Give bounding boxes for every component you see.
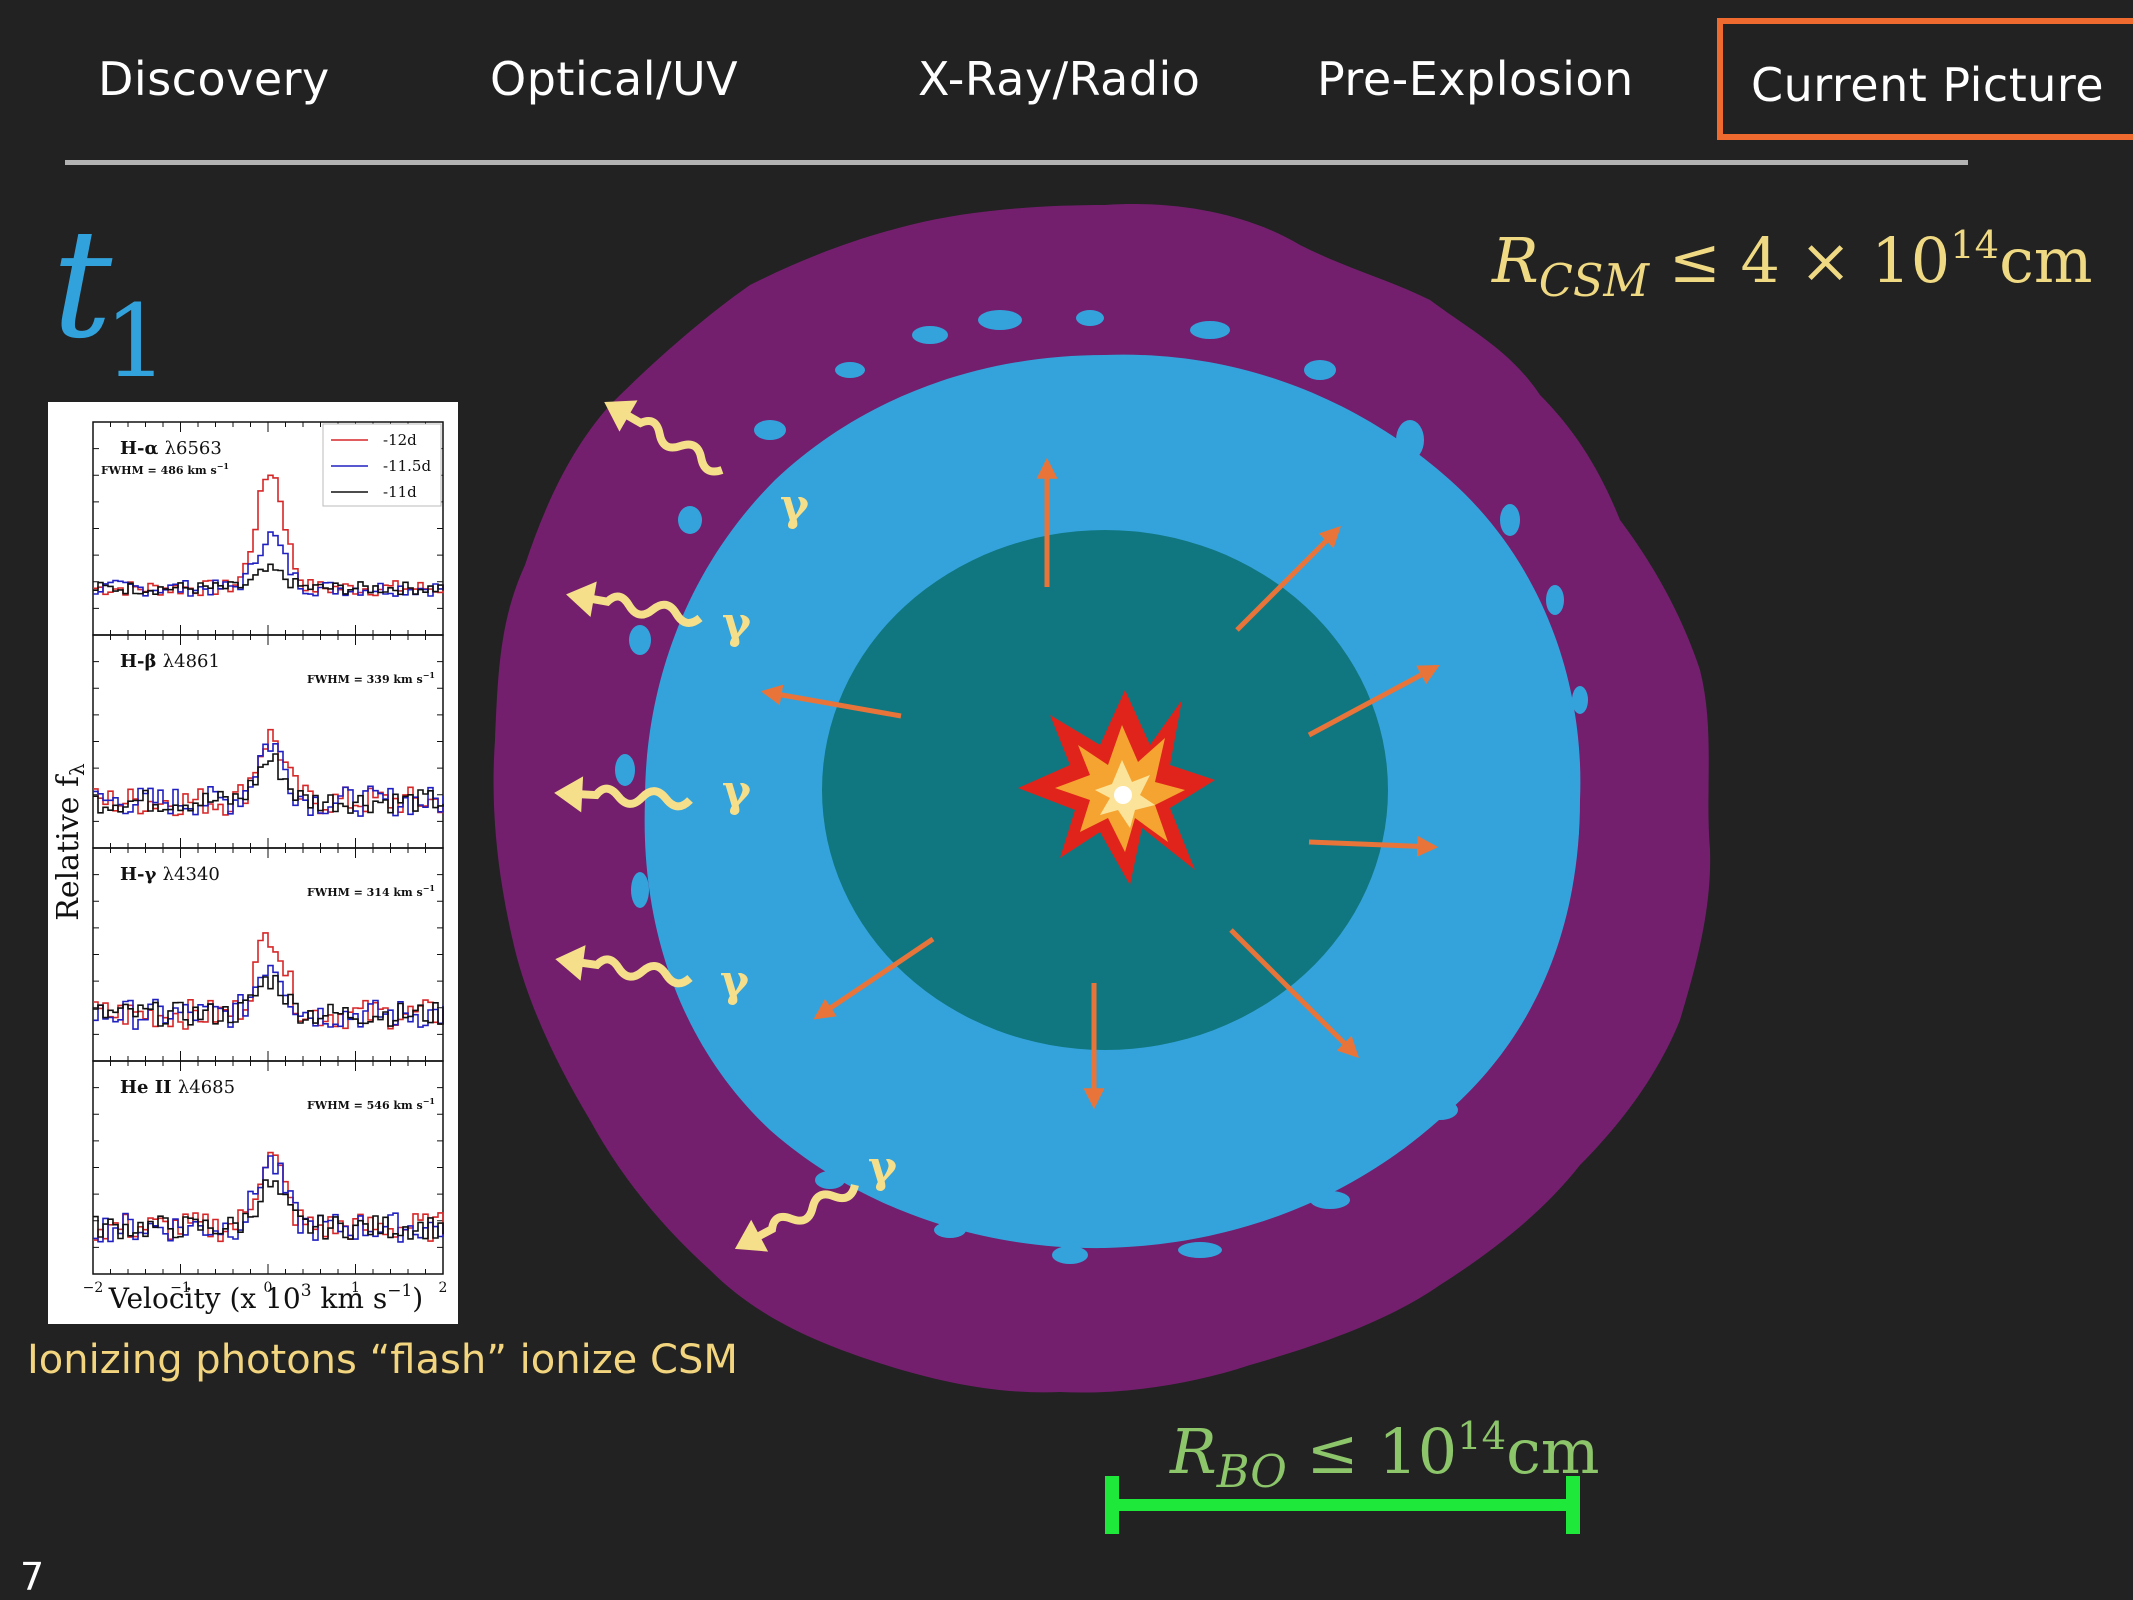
csm-radius-symbol: R <box>1492 224 1539 297</box>
expansion-arrow <box>1308 835 1439 857</box>
spectra-legend: -12d -11.5d -11d <box>322 423 442 507</box>
spectrum-trace <box>93 563 444 596</box>
spectrum-trace <box>93 974 444 1027</box>
line-label: H-γ λ4340 <box>120 864 220 885</box>
gamma-label: γ <box>868 1142 898 1193</box>
csm-radius-relation: ≤ 4 × 10 <box>1649 224 1951 297</box>
photon-arrow <box>604 400 724 476</box>
photon-arrow <box>566 581 703 627</box>
photon-arrow <box>734 1183 859 1252</box>
page-number: 7 <box>20 1555 45 1599</box>
fwhm-label: FWHM = 314 km s−1 <box>307 883 435 899</box>
tab-pre-explosion[interactable]: Pre-Explosion <box>1317 52 1634 106</box>
x-tick-label: 2 <box>439 1280 448 1296</box>
spectra-ylabel: Relative fλ <box>51 763 89 921</box>
nav-divider <box>65 160 1968 165</box>
scale-bar-right-cap <box>1566 1476 1580 1534</box>
tab-current-picture[interactable]: Current Picture <box>1717 18 2133 140</box>
fwhm-label: FWHM = 546 km s−1 <box>307 1096 435 1112</box>
legend-label: -11d <box>383 483 417 501</box>
photon-arrow <box>554 776 693 813</box>
tab-optical-uv[interactable]: Optical/UV <box>490 52 739 106</box>
photon-arrow <box>555 945 693 988</box>
spectrum-trace <box>93 964 444 1030</box>
legend-box <box>322 423 442 507</box>
spectrum-trace <box>93 1179 444 1240</box>
csm-radius-unit: cm <box>1999 224 2093 297</box>
epoch-letter: t <box>52 198 113 372</box>
fwhm-label: FWHM = 339 km s−1 <box>307 670 435 686</box>
line-label: H-α λ6563 <box>120 438 222 459</box>
expansion-arrow <box>1229 928 1359 1058</box>
expansion-arrows <box>760 457 1440 1110</box>
gamma-label: γ <box>722 598 752 649</box>
breakout-radius-formula: RBO ≤ 1014cm <box>1170 1414 1600 1498</box>
expansion-arrow <box>1307 664 1440 738</box>
csm-radius-subscript: CSM <box>1538 255 1650 308</box>
tab-discovery[interactable]: Discovery <box>98 52 330 106</box>
spectra-xlabel: Velocity (x 103 km s−1) <box>108 1281 423 1315</box>
x-tick-label: 1 <box>351 1280 360 1296</box>
spectra-panels: H-α λ6563 FWHM = 486 km s−1 H-β λ4861 FWHM … <box>83 421 448 1296</box>
spectra-panel: H-α λ6563 FWHM = 486 km s−1 H-β λ4861 FWHM … <box>48 402 458 1324</box>
expansion-arrow <box>1235 526 1341 632</box>
gamma-label: γ <box>722 766 752 817</box>
scale-bar <box>1105 1476 1580 1534</box>
csm-radius-formula: RCSM ≤ 4 × 1014cm <box>1492 223 2093 307</box>
line-label: H-β λ4861 <box>120 651 220 672</box>
line-label: He II λ4685 <box>120 1077 235 1098</box>
tab-xray-radio[interactable]: X-Ray/Radio <box>918 52 1201 106</box>
spectrum-trace <box>93 932 444 1030</box>
x-tick-label: −1 <box>170 1280 191 1296</box>
fwhm-label: FWHM = 486 km s−1 <box>101 461 229 477</box>
spectrum-trace <box>93 1151 444 1243</box>
spectra-plot: H-α λ6563 FWHM = 486 km s−1 H-β λ4861 FWHM … <box>51 421 448 1315</box>
caption: Ionizing photons “flash” ionize CSM <box>27 1337 738 1383</box>
epoch-label: t1 <box>52 210 168 400</box>
spectrum-trace <box>93 728 444 817</box>
csm-radius-exponent: 14 <box>1950 223 2000 269</box>
scale-bar-line <box>1105 1499 1580 1511</box>
spectrum-trace <box>93 753 444 814</box>
expansion-arrow <box>760 684 902 719</box>
expansion-arrow <box>813 936 935 1020</box>
breakout-radius-subscript: BO <box>1216 1446 1287 1499</box>
legend-label: -11.5d <box>383 457 431 475</box>
photon-arrows <box>554 400 859 1252</box>
breakout-radius-exponent: 14 <box>1457 1414 1507 1460</box>
nav-bar: Discovery Optical/UV X-Ray/Radio Pre-Exp… <box>0 0 2133 165</box>
breakout-radius-unit: cm <box>1506 1415 1600 1488</box>
x-tick-label: 0 <box>264 1280 273 1296</box>
epoch-subscript: 1 <box>104 283 168 400</box>
legend-label: -12d <box>383 431 417 449</box>
gamma-label: γ <box>720 956 750 1007</box>
x-tick-label: −2 <box>83 1280 104 1296</box>
explosion-icon <box>1018 690 1215 885</box>
spectrum-trace <box>93 743 444 817</box>
supernova-diagram: γ γ γ γ γ <box>493 204 1711 1393</box>
spectrum-trace <box>93 474 444 597</box>
breakout-radius-symbol: R <box>1170 1415 1217 1488</box>
photon-labels: γ γ γ γ γ <box>720 480 898 1193</box>
breakout-radius-relation: ≤ 10 <box>1286 1415 1458 1488</box>
gamma-label: γ <box>780 480 810 531</box>
